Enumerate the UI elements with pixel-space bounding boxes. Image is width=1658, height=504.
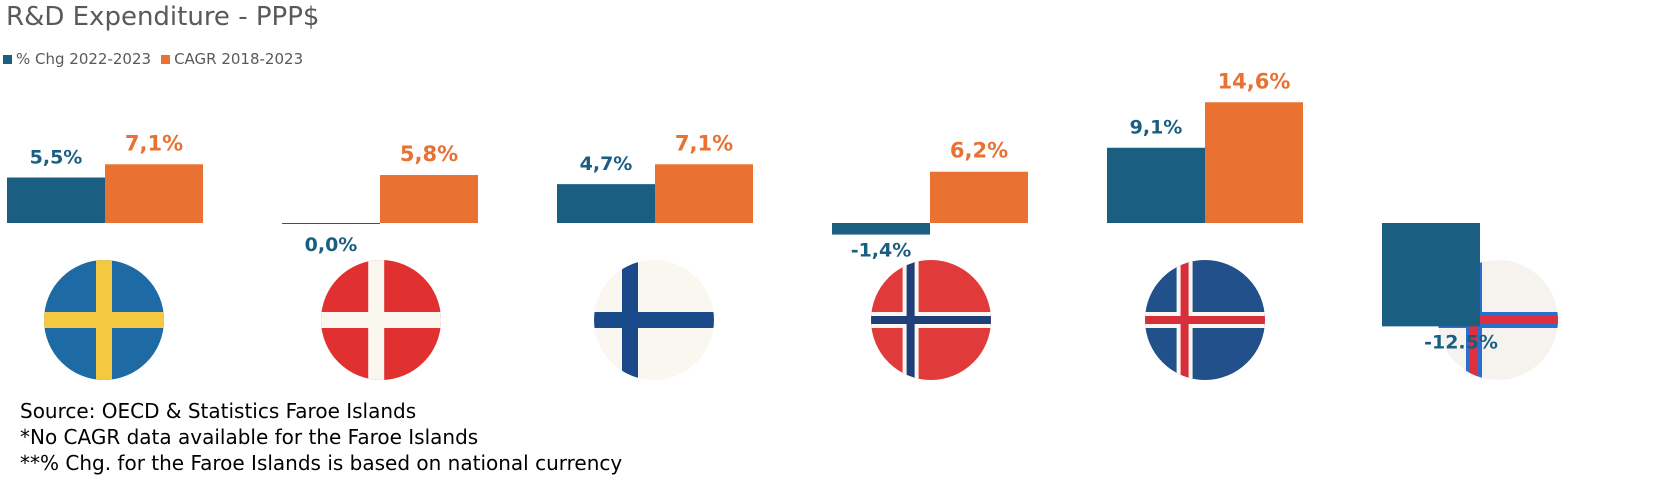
flag-inner-cross-horizontal: [1438, 316, 1558, 324]
data-label-cagr: 7,1%: [675, 131, 733, 155]
flag-inner-cross-horizontal: [871, 316, 991, 324]
legend-label-cagr: CAGR 2018-2023: [174, 50, 304, 68]
notes: Source: OECD & Statistics Faroe Islands …: [20, 398, 622, 476]
bar-chg: [1382, 223, 1480, 327]
flag-cross-horizontal: [44, 312, 164, 328]
data-label-cagr: 5,8%: [400, 142, 458, 166]
bar-cagr: [655, 164, 753, 223]
data-label-cagr: 6,2%: [950, 139, 1008, 163]
bar-chg: [282, 223, 380, 224]
flag-cross-horizontal: [321, 312, 441, 328]
finland-flag-icon: [594, 260, 714, 380]
data-label-chg: 4,7%: [580, 153, 633, 175]
bar-cagr: [930, 171, 1028, 223]
flag-cross-horizontal: [594, 312, 714, 328]
cagr-note: *No CAGR data available for the Faroe Is…: [20, 425, 479, 449]
bar-cagr: [1205, 102, 1303, 223]
chart-title: R&D Expenditure - PPP$: [6, 2, 320, 32]
bar-chg: [1107, 147, 1205, 223]
bar-chg: [557, 184, 655, 223]
data-label-chg: 0,0%: [305, 234, 358, 256]
data-label-chg: 9,1%: [1130, 117, 1183, 139]
data-label-chg: -1,4%: [851, 240, 912, 262]
legend-swatch-chg: [3, 54, 12, 64]
legend-swatch-cagr: [161, 54, 171, 64]
legend-item-chg: % Chg 2022-2023: [3, 50, 151, 68]
sweden-flag-icon: [44, 260, 164, 380]
bar-chg: [7, 177, 105, 223]
data-label-cagr: 7,1%: [125, 131, 183, 155]
legend-label-chg: % Chg 2022-2023: [16, 50, 152, 68]
legend: % Chg 2022-2023 CAGR 2018-2023: [3, 50, 303, 68]
bar-cagr: [380, 175, 478, 223]
norway-flag-icon: [871, 260, 991, 380]
data-label-chg: 5,5%: [30, 147, 83, 169]
flag-inner-cross-horizontal: [1145, 316, 1265, 324]
source-note: Source: OECD & Statistics Faroe Islands: [20, 399, 417, 423]
denmark-flag-icon: [321, 260, 441, 380]
bar-chg: [832, 223, 930, 235]
data-label-chg: -12.5%: [1424, 331, 1498, 353]
currency-note: **% Chg. for the Faroe Islands is based …: [20, 451, 623, 475]
data-label-cagr: 14,6%: [1218, 69, 1291, 93]
legend-item-cagr: CAGR 2018-2023: [161, 50, 303, 68]
bar-cagr: [105, 164, 203, 223]
iceland-flag-icon: [1145, 260, 1265, 380]
